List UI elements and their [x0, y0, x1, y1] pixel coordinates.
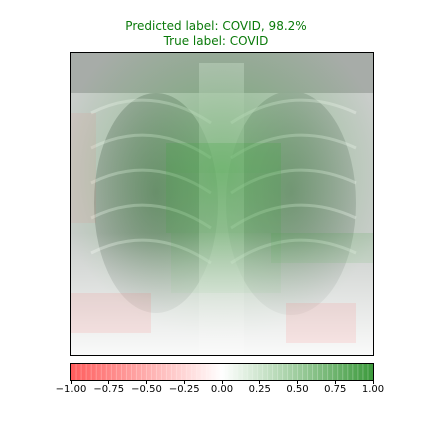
- xray-attribution-map: [70, 52, 374, 356]
- colorbar-tick: [146, 380, 147, 384]
- colorbar-tick-label: 0.50: [286, 384, 309, 395]
- colorbar-tick: [334, 380, 336, 384]
- colorbar-tick-label: 1.00: [361, 384, 385, 395]
- colorbar-tick-label: −0.50: [131, 384, 162, 395]
- chest-xray-icon: [71, 53, 373, 355]
- colorbar-tick: [297, 380, 298, 384]
- colorbar-tick: [108, 380, 110, 384]
- colorbar-tick-label: −0.25: [168, 384, 200, 395]
- colorbar-tick: [372, 380, 374, 384]
- colorbar-tick-label: 0.00: [210, 384, 234, 395]
- colorbar: [70, 363, 374, 381]
- colorbar-tick: [183, 380, 185, 384]
- colorbar-tick-label: 0.25: [248, 384, 271, 395]
- predicted-label: Predicted label: COVID, 98.2%: [125, 19, 307, 33]
- colorbar-tick-label: −1.00: [55, 384, 87, 395]
- colorbar-tick-label: −0.75: [93, 384, 125, 395]
- colorbar-tick: [70, 380, 72, 384]
- colorbar-tick: [221, 380, 223, 384]
- colorbar-tick-label: 0.75: [324, 384, 347, 395]
- colorbar-gradient: [71, 364, 373, 380]
- true-label: True label: COVID: [163, 34, 269, 48]
- colorbar-tick: [259, 380, 261, 384]
